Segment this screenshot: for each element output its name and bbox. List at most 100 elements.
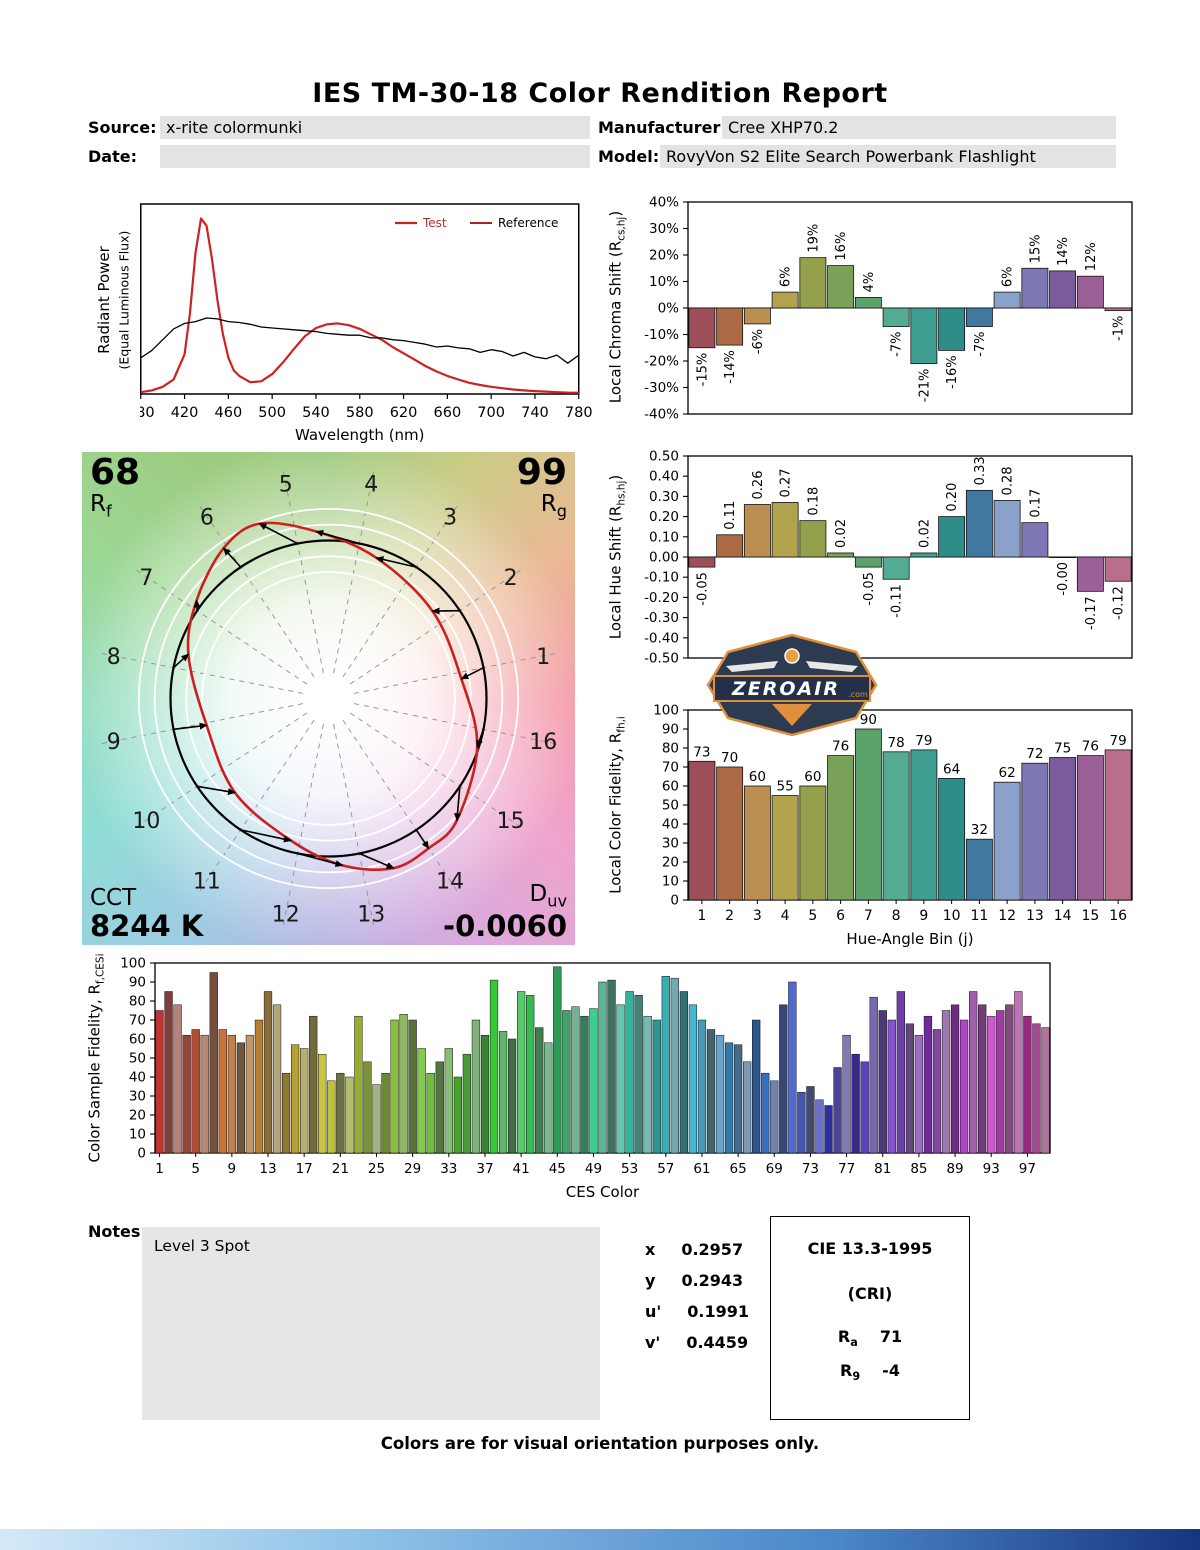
svg-text:90: 90: [662, 722, 679, 738]
local-hue-shift-chart: 0.500.400.300.200.100.00-0.10-0.20-0.30-…: [644, 449, 1133, 667]
logo-chevron-icon: [772, 704, 812, 726]
svg-text:9: 9: [107, 730, 121, 755]
svg-text:50: 50: [662, 798, 679, 814]
svg-text:-16%: -16%: [945, 355, 960, 389]
svg-text:Hue-Angle Bin (j): Hue-Angle Bin (j): [846, 930, 973, 948]
svg-text:-40%: -40%: [644, 407, 679, 423]
svg-text:21: 21: [332, 1161, 349, 1177]
svg-text:72: 72: [1026, 746, 1043, 762]
svg-text:5: 5: [279, 473, 293, 498]
svg-text:0.10: 0.10: [649, 529, 679, 545]
rg-readout: 99 Rg: [516, 452, 567, 521]
svg-text:780: 780: [565, 405, 593, 421]
svg-text:60: 60: [129, 1032, 146, 1048]
svg-text:1: 1: [697, 908, 706, 924]
svg-text:0.28: 0.28: [1001, 466, 1016, 495]
svg-text:20: 20: [129, 1108, 146, 1124]
svg-text:+20%: +20%: [288, 889, 334, 907]
logo-text: ZEROAIR: [731, 678, 840, 700]
chromaticity-row: v' 0.4459: [645, 1333, 749, 1352]
svg-text:14: 14: [436, 870, 464, 895]
logo-suffix: .com: [848, 690, 868, 699]
svg-text:0.50: 0.50: [649, 449, 679, 465]
svg-text:-0.05: -0.05: [862, 572, 877, 606]
svg-text:6: 6: [836, 908, 845, 924]
svg-text:420: 420: [171, 405, 199, 421]
svg-text:29: 29: [404, 1161, 421, 1177]
svg-text:90: 90: [860, 712, 877, 728]
svg-text:740: 740: [521, 405, 549, 421]
svg-text:90: 90: [129, 975, 146, 991]
svg-text:37: 37: [476, 1161, 493, 1177]
svg-text:60: 60: [749, 769, 766, 785]
svg-text:79: 79: [915, 733, 932, 749]
svg-text:4: 4: [781, 908, 790, 924]
svg-text:70: 70: [129, 1013, 146, 1029]
svg-text:14%: 14%: [1056, 237, 1071, 266]
svg-text:-0.11: -0.11: [890, 584, 905, 618]
svg-text:580: 580: [346, 405, 374, 421]
model-field: RovyVon S2 Elite Search Powerbank Flashl…: [660, 145, 1116, 168]
logo-lamp-icon: [784, 648, 800, 664]
chroma-y-axis-label: Local Chroma Shift (Rcs,hj): [606, 210, 628, 404]
svg-text:50: 50: [129, 1051, 146, 1067]
svg-text:11: 11: [970, 908, 988, 924]
svg-text:3: 3: [753, 908, 762, 924]
spd-y-axis-label-2: (Equal Luminous Flux): [116, 230, 132, 370]
svg-text:0.40: 0.40: [649, 469, 679, 485]
source-field: x-rite colormunki: [160, 116, 590, 139]
logo-right-wing: [806, 661, 858, 672]
svg-text:1: 1: [155, 1161, 164, 1177]
svg-text:13: 13: [1026, 908, 1044, 924]
svg-text:7: 7: [139, 566, 153, 591]
svg-text:32: 32: [971, 822, 988, 838]
svg-text:100: 100: [120, 956, 146, 972]
svg-text:45: 45: [549, 1161, 566, 1177]
chromaticity-row: y 0.2943: [645, 1271, 744, 1290]
svg-text:89: 89: [946, 1161, 963, 1177]
manufacturer-field: Cree XHP70.2: [722, 116, 1116, 139]
svg-text:700: 700: [477, 405, 505, 421]
svg-text:73: 73: [802, 1161, 819, 1177]
svg-text:25: 25: [368, 1161, 385, 1177]
svg-text:77: 77: [838, 1161, 855, 1177]
svg-text:0: 0: [137, 1146, 146, 1162]
r9-value: -4: [882, 1361, 900, 1381]
local-chroma-shift-chart: 40% 30% 20% 10% 0% -10% -20% -30% -40% -15% -14% -6…: [644, 195, 1133, 423]
svg-text:53: 53: [621, 1161, 638, 1177]
page-title: IES TM-30-18 Color Rendition Report: [312, 78, 888, 109]
svg-text:500: 500: [258, 405, 286, 421]
svg-text:30: 30: [129, 1089, 146, 1105]
svg-text:-0.50: -0.50: [644, 651, 679, 667]
svg-text:-1%: -1%: [1112, 316, 1127, 341]
svg-text:80: 80: [129, 994, 146, 1010]
svg-text:5: 5: [808, 908, 817, 924]
svg-text:10: 10: [129, 1127, 146, 1143]
svg-text:14: 14: [1054, 908, 1072, 924]
svg-text:Wavelength (nm): Wavelength (nm): [295, 426, 425, 444]
svg-text:93: 93: [983, 1161, 1000, 1177]
date-label: Date:: [88, 147, 137, 166]
notes-box: Level 3 Spot: [142, 1227, 600, 1420]
svg-text:57: 57: [657, 1161, 674, 1177]
svg-text:0.02: 0.02: [834, 519, 849, 548]
color-vector-graphic: 1 2 3 4 5 6 7 8 9 10 11 12 13 14 15 16 +20% 68 Rf 99 Rg …: [82, 452, 575, 945]
svg-text:78: 78: [888, 735, 905, 751]
svg-text:-7%: -7%: [890, 332, 905, 357]
svg-text:81: 81: [874, 1161, 891, 1177]
svg-text:75: 75: [1054, 741, 1071, 757]
duv-readout: Duv -0.0060: [443, 881, 567, 943]
svg-text:40%: 40%: [649, 195, 679, 211]
model-label: Model:: [598, 147, 660, 166]
svg-text:8: 8: [107, 645, 121, 670]
svg-text:660: 660: [434, 405, 462, 421]
svg-text:620: 620: [390, 405, 418, 421]
svg-text:380: 380: [140, 405, 155, 421]
svg-text:60: 60: [804, 769, 821, 785]
svg-text:0.33: 0.33: [973, 456, 988, 485]
svg-text:-30%: -30%: [644, 380, 679, 396]
spectral-power-chart: 380 420 460 500 540 580 620 660 700 740 780 Wavelen…: [140, 203, 593, 444]
